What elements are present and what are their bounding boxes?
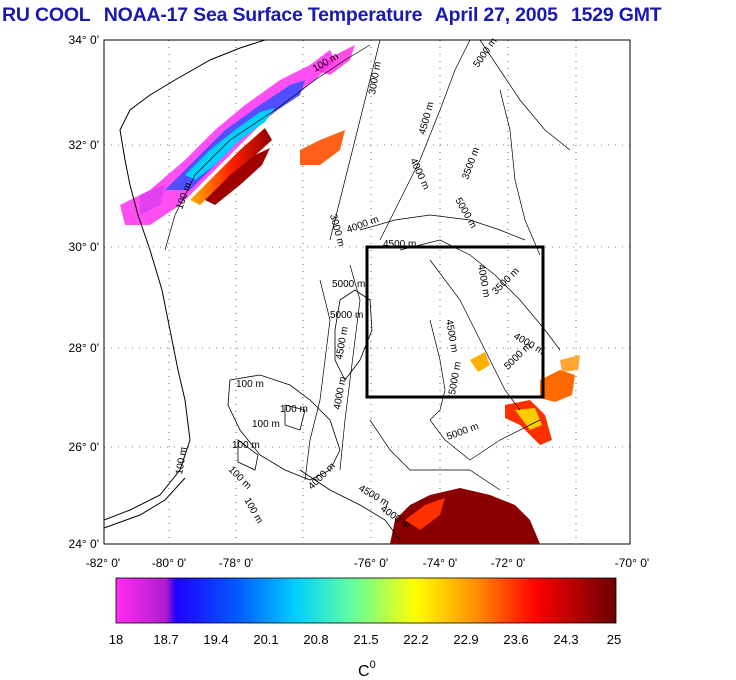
title-product: NOAA-17 Sea Surface Temperature [103, 4, 423, 26]
lon-label: -78° 0' [219, 556, 253, 570]
contour-label: 5000 m [330, 310, 363, 321]
lon-label: -74° 0' [423, 556, 457, 570]
contour-label: 100 m [252, 419, 280, 430]
title-group: RU COOL [2, 4, 91, 26]
lat-label: 32° 0' [69, 138, 99, 152]
colorbar-tick: 20.8 [303, 632, 328, 647]
contour-label: 100 m [280, 404, 308, 415]
contour-label: 100 m [232, 440, 260, 451]
colorbar-tick: 25 [607, 632, 621, 647]
lat-label: 26° 0' [69, 440, 99, 454]
lat-label: 28° 0' [69, 341, 99, 355]
colorbar-unit: C0 [358, 659, 376, 680]
colorbar-tick: 18 [109, 632, 123, 647]
lon-label: -82° 0' [86, 556, 120, 570]
study-box [365, 245, 545, 399]
colorbar-tick: 18.7 [153, 632, 178, 647]
title-date: April 27, 2005 [434, 4, 558, 26]
colorbar-tick: 21.5 [353, 632, 378, 647]
contour-label: 4500 m [383, 239, 416, 250]
sst-southern-warm [390, 352, 580, 544]
coastline [104, 40, 266, 529]
graticule [104, 40, 630, 544]
colorbar-tick: 24.3 [553, 632, 578, 647]
lat-label: 24° 0' [69, 537, 99, 551]
title-time: 1529 GMT [570, 4, 662, 26]
colorbar-tick: 22.9 [453, 632, 478, 647]
colorbar-tick: 19.4 [203, 632, 228, 647]
sst-gulfstream-north [120, 45, 355, 225]
contour-label: 100 m [236, 379, 264, 390]
contour-label: 5000 m [332, 279, 365, 290]
map-title: RU COOL NOAA-17 Sea Surface Temperature … [2, 4, 736, 30]
colorbar-tick: 20.1 [253, 632, 278, 647]
colorbar-tick: 22.2 [403, 632, 428, 647]
contour-label: 100 m [174, 446, 190, 475]
lon-label: -80° 0' [152, 556, 186, 570]
lon-label: -70° 0' [615, 556, 649, 570]
colorbar-ticks: 18 18.7 19.4 20.1 20.8 21.5 22.2 22.9 23… [109, 632, 621, 647]
lat-label: 30° 0' [69, 240, 99, 254]
lon-axis-labels: -82° 0' -80° 0' -78° 0' -76° 0' -74° 0' … [86, 556, 649, 570]
bathymetry-contours [164, 40, 571, 491]
lon-label: -72° 0' [491, 556, 525, 570]
lat-label: 34° 0' [69, 33, 99, 47]
bahamas-banks [227, 289, 401, 541]
lat-axis-labels: 34° 0' 32° 0' 30° 0' 28° 0' 26° 0' 24° 0… [69, 33, 99, 551]
colorbar [115, 577, 617, 624]
colorbar-tick: 23.6 [503, 632, 528, 647]
lon-label: -76° 0' [354, 556, 388, 570]
